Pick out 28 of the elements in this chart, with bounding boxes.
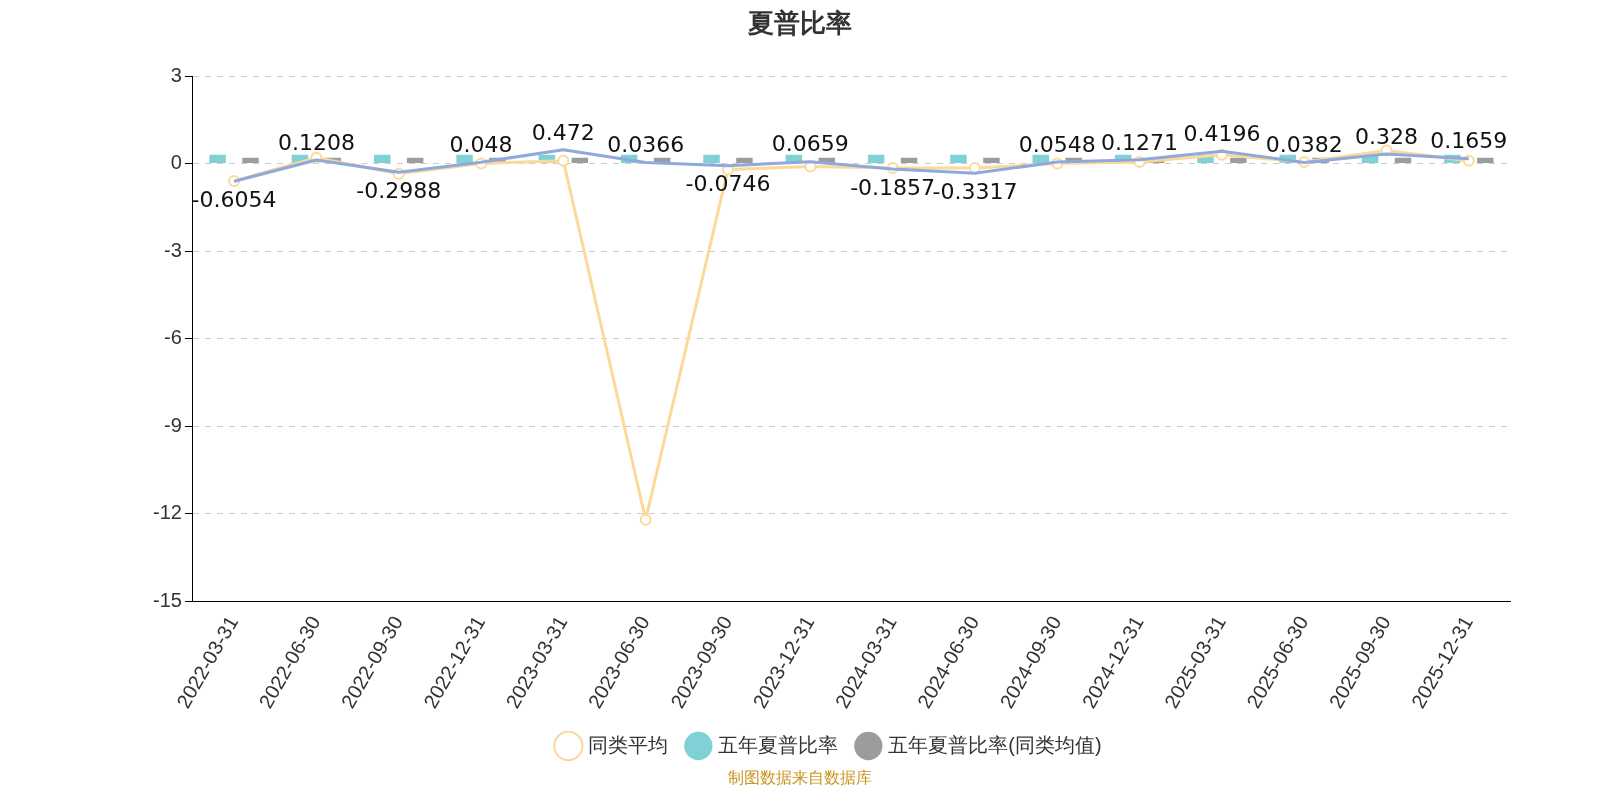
y-tick-label: 0 (170, 151, 182, 174)
legend-label: 同类平均 (588, 733, 669, 756)
y-tick-label: 3 (170, 63, 182, 86)
data-label: 0.048 (449, 131, 513, 157)
y-tick-label: -9 (164, 413, 182, 436)
legend-label: 五年夏普比率 (718, 733, 839, 756)
data-label: 0.0548 (1018, 131, 1096, 157)
text: 制图数据来自数据库 (727, 768, 873, 789)
data-label: -0.0746 (685, 171, 771, 197)
data-label: 0.0659 (771, 131, 849, 157)
y-tick-label: -6 (164, 326, 182, 349)
data-label: 0.472 (531, 119, 595, 145)
data-label: 0.1208 (277, 129, 355, 155)
data-label: 0.328 (1355, 123, 1419, 149)
data-label: 0.0382 (1265, 132, 1343, 158)
data-label: 0.1271 (1101, 129, 1179, 155)
data-label: -0.2988 (356, 178, 442, 204)
point (557, 154, 570, 167)
data-label: -0.3317 (932, 178, 1018, 204)
data-label: 0.0366 (607, 132, 685, 158)
y-tick-label: -3 (164, 238, 182, 261)
y-tick-label: -12 (153, 501, 182, 524)
data-label: 0.4196 (1183, 121, 1261, 147)
legend-label: 五年夏普比率(同类均值) (888, 733, 1102, 756)
y-tick-label: -15 (153, 588, 182, 611)
point (639, 513, 652, 526)
data-label: 0.1659 (1430, 128, 1508, 154)
chart-title: 夏普比率 (747, 7, 853, 40)
